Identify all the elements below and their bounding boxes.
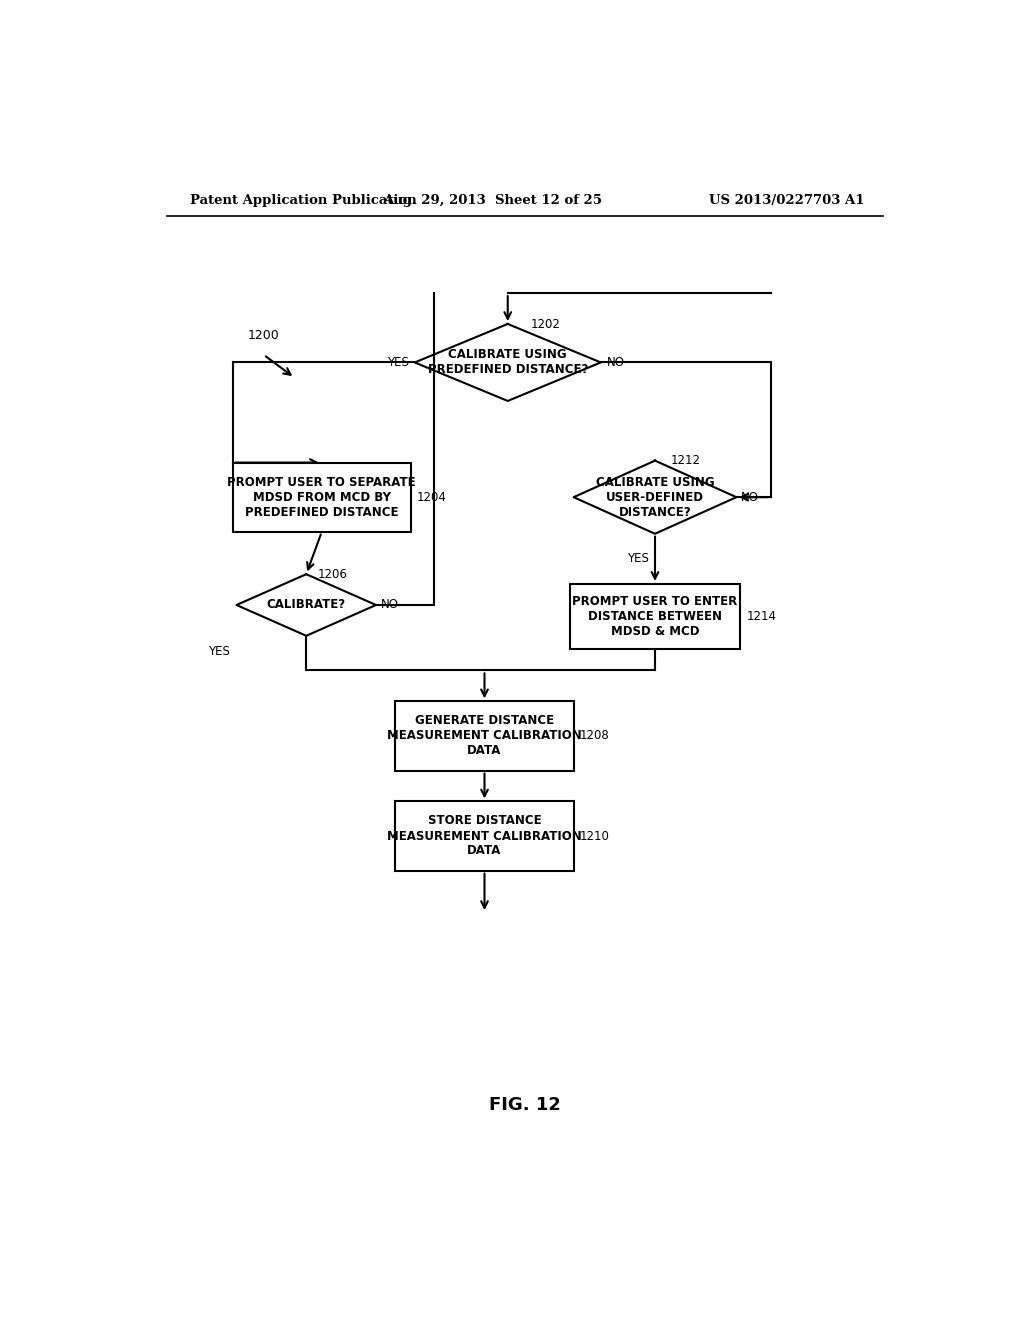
Text: STORE DISTANCE
MEASUREMENT CALIBRATION
DATA: STORE DISTANCE MEASUREMENT CALIBRATION D… — [387, 814, 582, 858]
Text: 1210: 1210 — [580, 829, 609, 842]
Text: NO: NO — [607, 356, 625, 370]
Text: 1206: 1206 — [317, 568, 348, 581]
Bar — [395, 701, 573, 771]
Text: NO: NO — [741, 491, 759, 504]
Text: YES: YES — [209, 644, 230, 657]
Text: YES: YES — [627, 552, 649, 565]
Text: 1214: 1214 — [746, 610, 776, 623]
Bar — [395, 801, 573, 871]
Text: 1208: 1208 — [580, 730, 609, 742]
Text: 1204: 1204 — [417, 491, 446, 504]
Text: YES: YES — [387, 356, 409, 370]
Text: PROMPT USER TO ENTER
DISTANCE BETWEEN
MDSD & MCD: PROMPT USER TO ENTER DISTANCE BETWEEN MD… — [572, 595, 737, 638]
Bar — [569, 583, 740, 649]
Text: CALIBRATE USING
PREDEFINED DISTANCE?: CALIBRATE USING PREDEFINED DISTANCE? — [428, 348, 588, 376]
Text: FIG. 12: FIG. 12 — [488, 1097, 561, 1114]
Text: 1200: 1200 — [248, 329, 280, 342]
Bar — [232, 462, 411, 532]
Text: 1202: 1202 — [531, 318, 561, 331]
Text: 1212: 1212 — [671, 454, 700, 467]
Text: CALIBRATE USING
USER-DEFINED
DISTANCE?: CALIBRATE USING USER-DEFINED DISTANCE? — [596, 475, 715, 519]
Text: GENERATE DISTANCE
MEASUREMENT CALIBRATION
DATA: GENERATE DISTANCE MEASUREMENT CALIBRATIO… — [387, 714, 582, 758]
Text: US 2013/0227703 A1: US 2013/0227703 A1 — [709, 194, 864, 207]
Text: NO: NO — [381, 598, 398, 611]
Text: PROMPT USER TO SEPARATE
MDSD FROM MCD BY
PREDEFINED DISTANCE: PROMPT USER TO SEPARATE MDSD FROM MCD BY… — [227, 475, 416, 519]
Text: CALIBRATE?: CALIBRATE? — [266, 598, 346, 611]
Text: Aug. 29, 2013  Sheet 12 of 25: Aug. 29, 2013 Sheet 12 of 25 — [383, 194, 602, 207]
Text: Patent Application Publication: Patent Application Publication — [190, 194, 417, 207]
